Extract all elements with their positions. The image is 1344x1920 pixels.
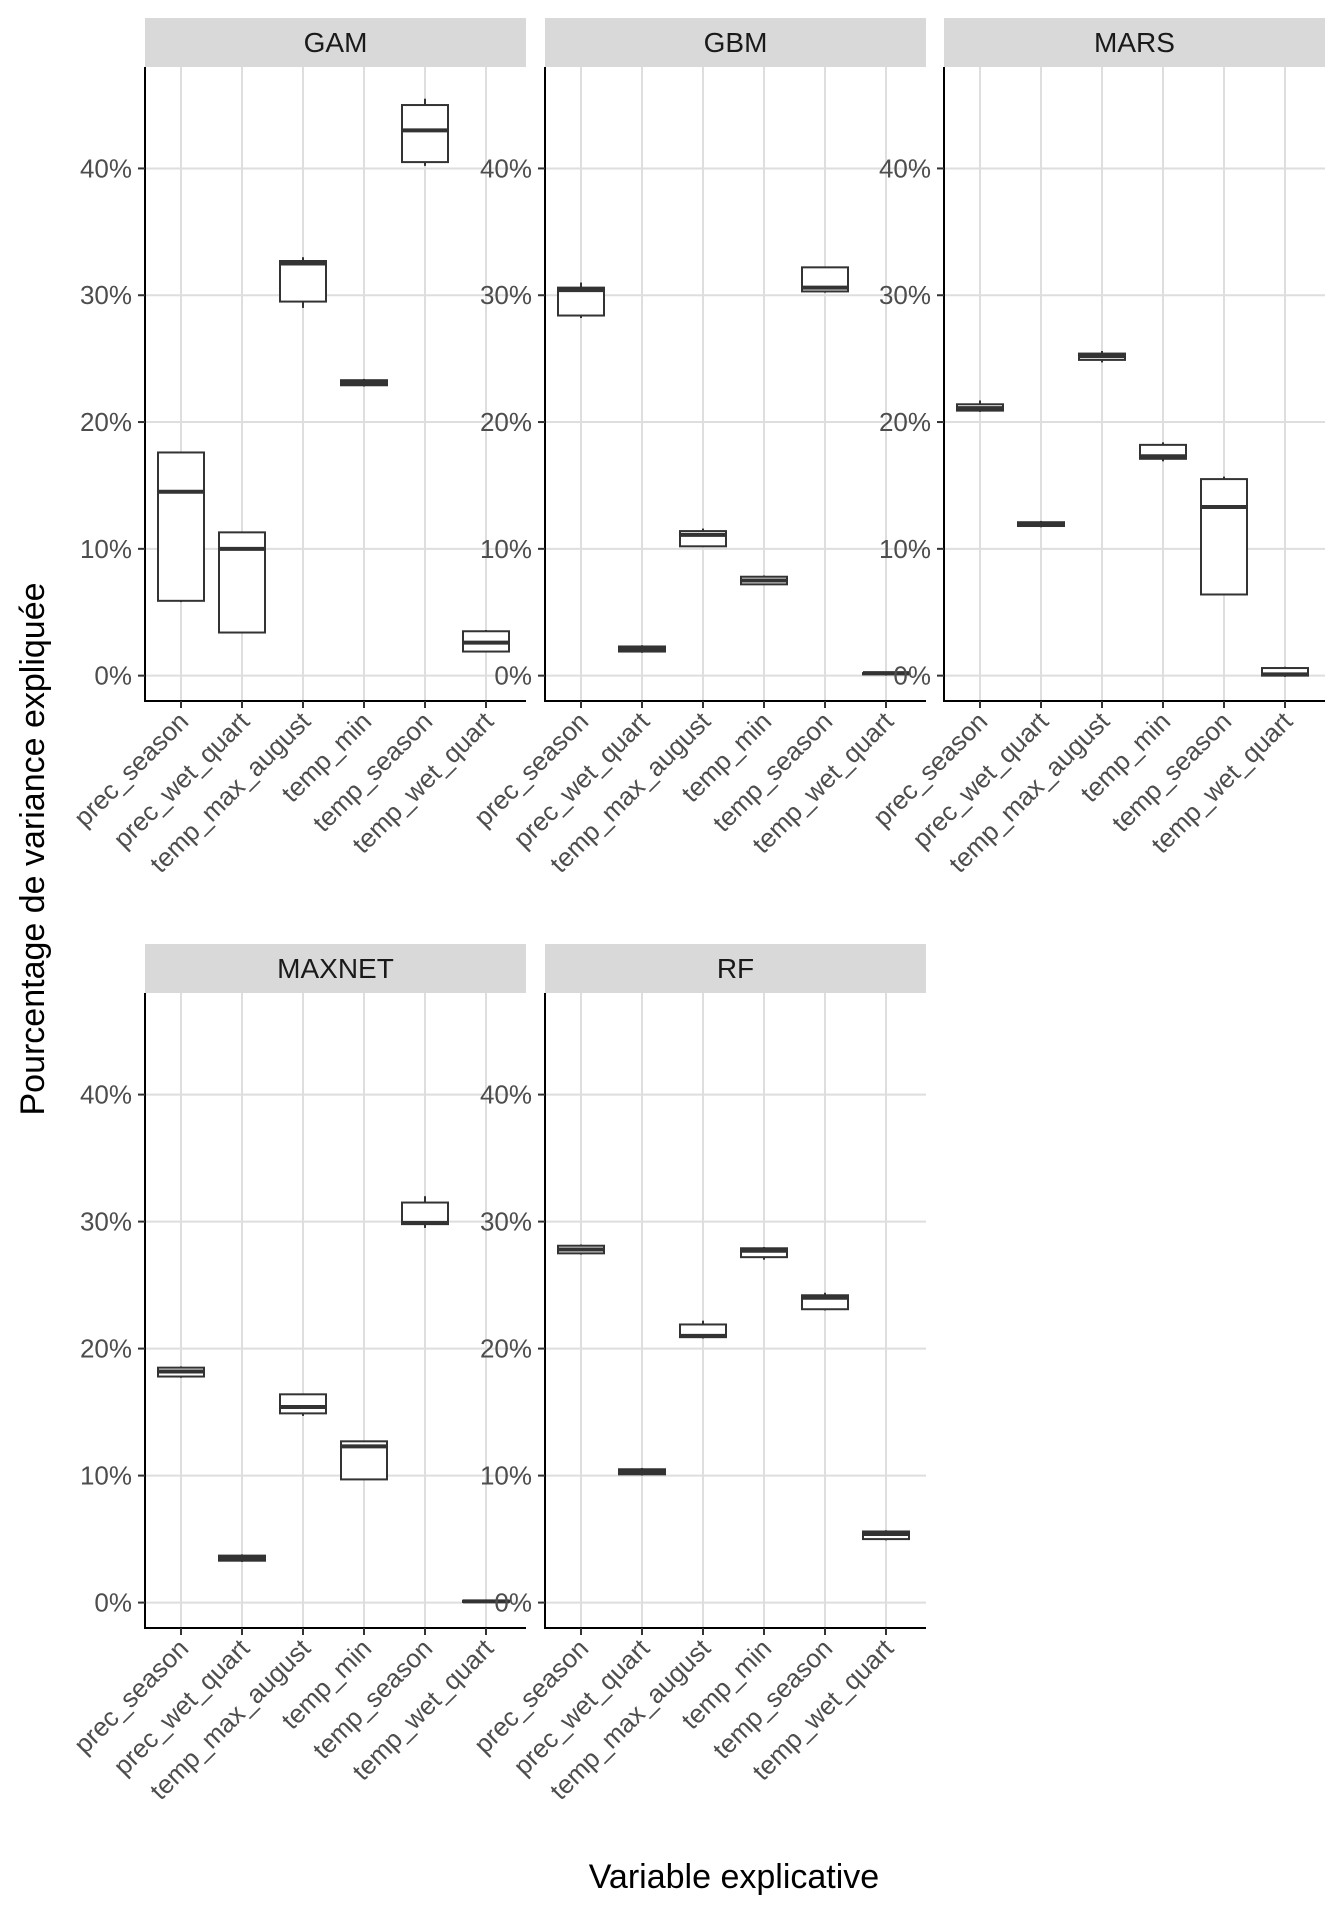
- y-tick-label: 30%: [480, 1207, 532, 1237]
- panel-strip: [545, 944, 926, 993]
- y-tick-label: 40%: [480, 1080, 532, 1110]
- y-tick-label: 30%: [80, 1207, 132, 1237]
- y-tick-label: 30%: [80, 280, 132, 310]
- y-tick-label: 10%: [80, 1461, 132, 1491]
- y-tick-label: 10%: [879, 534, 931, 564]
- panel-strip: [944, 18, 1325, 67]
- box-body: [1200, 478, 1248, 596]
- y-tick-label: 40%: [80, 153, 132, 183]
- y-tick-label: 0%: [494, 1588, 532, 1618]
- y-tick-label: 10%: [80, 534, 132, 564]
- panel-strip: [145, 18, 526, 67]
- box-body: [557, 286, 605, 317]
- y-tick-label: 20%: [879, 407, 931, 437]
- y-tick-label: 0%: [893, 661, 931, 691]
- y-tick-label: 40%: [480, 153, 532, 183]
- y-tick-label: 30%: [480, 280, 532, 310]
- y-tick-label: 0%: [494, 661, 532, 691]
- y-tick-label: 10%: [480, 1461, 532, 1491]
- y-tick-label: 20%: [80, 1334, 132, 1364]
- panel-strip-label: RF: [717, 953, 754, 984]
- box-body: [401, 104, 449, 164]
- y-tick-label: 20%: [80, 407, 132, 437]
- y-tick-label: 20%: [480, 1334, 532, 1364]
- y-axis-title: Pourcentage de variance expliquée: [14, 582, 52, 1115]
- panel-strip-label: MARS: [1094, 27, 1175, 58]
- panel-strip-label: GAM: [304, 27, 368, 58]
- panel-strip: [545, 18, 926, 67]
- panel-strip-label: MAXNET: [277, 953, 394, 984]
- panel-strip: [145, 944, 526, 993]
- y-tick-label: 40%: [879, 153, 931, 183]
- x-axis-title: Variable explicative: [589, 1858, 879, 1896]
- panel-strip-label: GBM: [704, 27, 768, 58]
- box-body: [157, 451, 205, 602]
- y-tick-label: 20%: [480, 407, 532, 437]
- y-tick-label: 0%: [94, 1588, 132, 1618]
- y-tick-label: 30%: [879, 280, 931, 310]
- y-tick-label: 10%: [480, 534, 532, 564]
- box-body: [279, 1393, 327, 1415]
- y-tick-label: 40%: [80, 1080, 132, 1110]
- y-tick-label: 0%: [94, 661, 132, 691]
- box-body: [279, 260, 327, 303]
